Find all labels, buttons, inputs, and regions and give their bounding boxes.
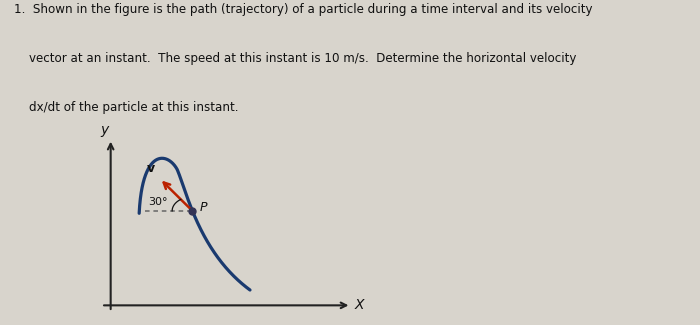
Text: P: P [200,201,207,214]
Text: vector at an instant.  The speed at this instant is 10 m/s.  Determine the horiz: vector at an instant. The speed at this … [14,52,576,65]
Text: 30°: 30° [148,197,167,206]
Text: y: y [100,123,108,136]
Text: X: X [354,298,364,312]
Text: v: v [146,162,155,176]
Text: 1.  Shown in the figure is the path (trajectory) of a particle during a time int: 1. Shown in the figure is the path (traj… [14,3,592,16]
Text: dx/dt of the particle at this instant.: dx/dt of the particle at this instant. [14,101,239,114]
